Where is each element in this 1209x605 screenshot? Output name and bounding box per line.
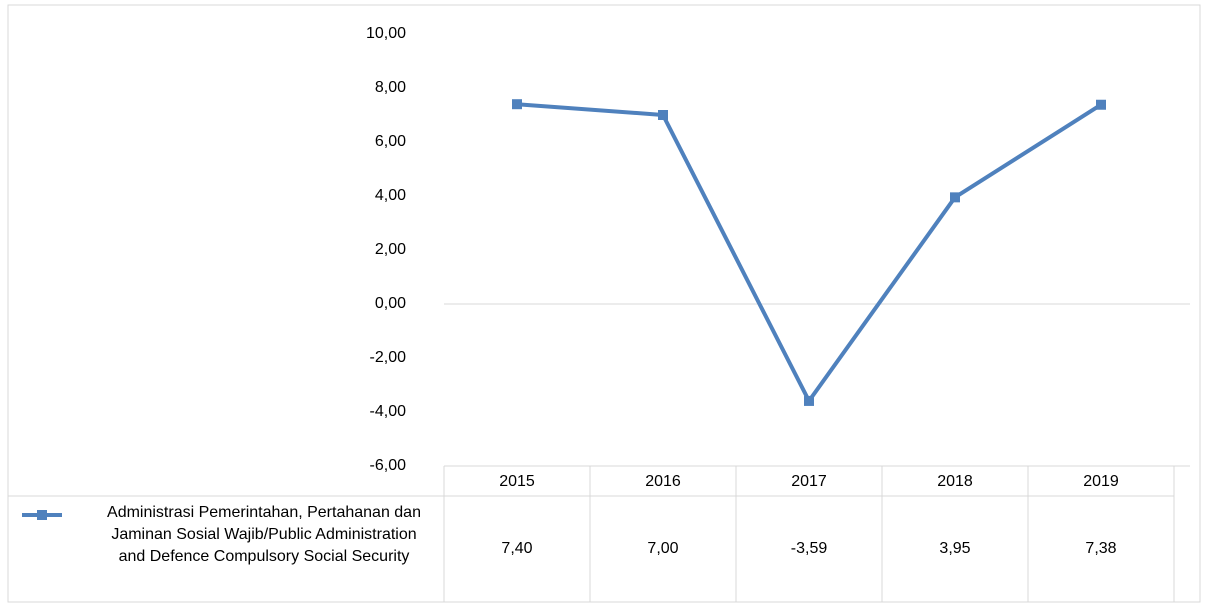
chart-frame — [7, 4, 1201, 603]
y-tick-label: 2,00 — [375, 241, 406, 258]
point-marker — [658, 110, 668, 120]
point-marker — [1096, 99, 1106, 110]
table-value: -3,59 — [791, 540, 828, 557]
table-value: 3,95 — [939, 540, 970, 557]
table-value: 7,40 — [501, 540, 532, 557]
y-tick-label: 4,00 — [375, 187, 406, 204]
y-tick-label: -6,00 — [370, 457, 407, 474]
y-tick-label: 0,00 — [375, 295, 406, 312]
series-line — [516, 102, 1103, 403]
table-value: 7,38 — [1085, 540, 1116, 557]
x-tick-label: 2017 — [791, 473, 827, 490]
x-tick-label: 2015 — [499, 473, 535, 490]
point-marker — [804, 395, 814, 406]
y-tick-label: 6,00 — [375, 133, 406, 150]
x-tick-label: 2016 — [645, 473, 681, 490]
y-tick-label: 8,00 — [375, 79, 406, 96]
x-tick-label: 2019 — [1083, 473, 1119, 490]
table-value: 7,00 — [647, 540, 678, 557]
y-tick-label: 10,00 — [366, 25, 406, 42]
legend-marker — [37, 510, 47, 520]
point-marker — [950, 192, 960, 203]
y-tick-label: -2,00 — [370, 349, 407, 366]
x-tick-label: 2018 — [937, 473, 973, 490]
point-marker — [512, 99, 522, 110]
y-tick-label: -4,00 — [370, 403, 407, 420]
legend-label: Administrasi Pemerintahan, Pertahanan da… — [107, 504, 421, 565]
